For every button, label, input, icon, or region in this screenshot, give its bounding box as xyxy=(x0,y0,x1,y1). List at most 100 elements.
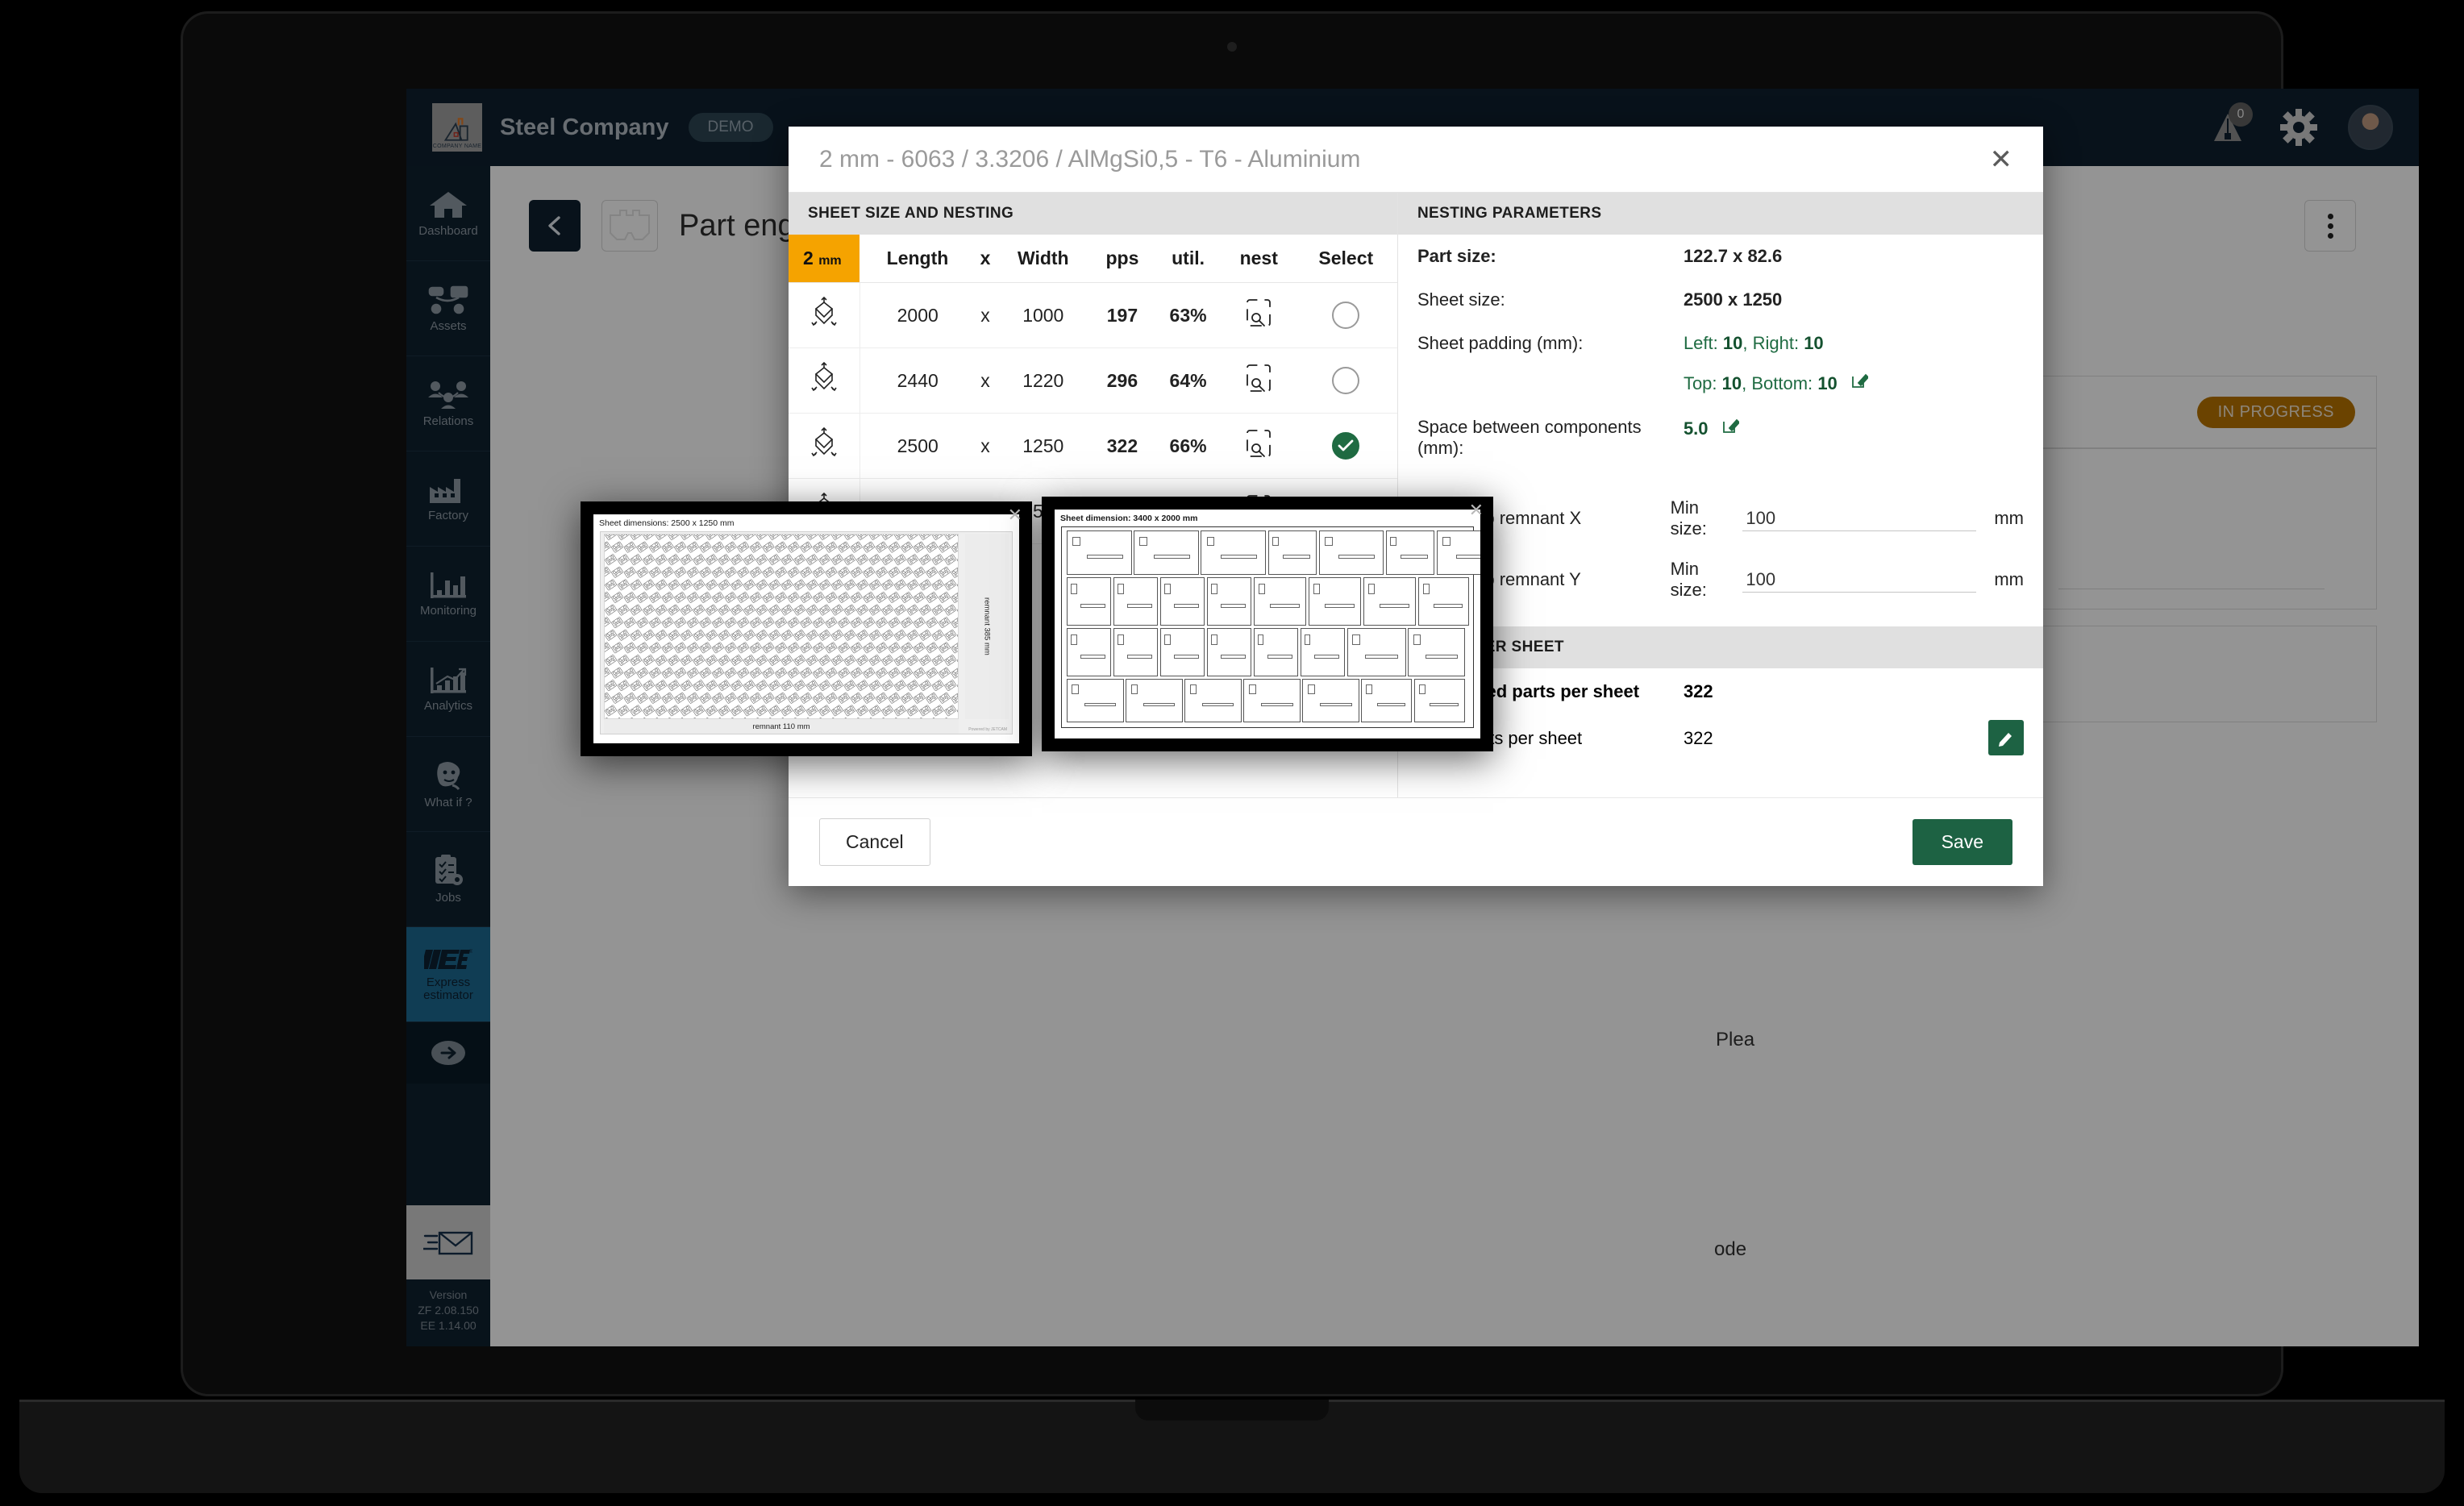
screen: Part engineering IN PROGRESS Plea ode xyxy=(406,89,2419,1346)
nested-part xyxy=(1300,628,1346,676)
sidebar-item-analytics[interactable]: Analytics xyxy=(406,642,490,737)
sidebar-item-dashboard[interactable]: Dashboard xyxy=(406,166,490,261)
preview-title: Sheet dimension: 3400 x 2000 mm xyxy=(1060,514,1198,523)
more-menu-button[interactable] xyxy=(2304,200,2356,252)
table-row[interactable]: 2500 x 1250 322 66% xyxy=(789,413,1397,479)
nested-part xyxy=(1201,530,1266,576)
close-icon[interactable]: ✕ xyxy=(1468,500,1484,520)
nesting-parameters-section-title: NESTING PARAMETERS xyxy=(1397,193,2043,235)
calculated-parts-row: Calculated parts per sheet 322 xyxy=(1398,668,2043,715)
cell-select xyxy=(1294,347,1397,414)
dialog-footer: Cancel Save xyxy=(789,797,2043,886)
close-icon[interactable]: ✕ xyxy=(1007,505,1022,525)
background-card-extra xyxy=(2038,626,2377,722)
sidebar-item-express-estimator[interactable]: ® Express estimator xyxy=(406,927,490,1022)
back-button[interactable] xyxy=(529,200,581,252)
column-nest: nest xyxy=(1222,235,1295,283)
sidebar-item-what-if[interactable]: What if ? xyxy=(406,737,490,832)
edit-used-parts-button[interactable] xyxy=(1988,720,2024,755)
more-vertical-icon xyxy=(2327,213,2333,219)
select-sheet-radio[interactable] xyxy=(1332,302,1360,329)
sheet-3d-icon xyxy=(789,413,860,479)
close-icon[interactable]: ✕ xyxy=(1989,144,2013,175)
save-button[interactable]: Save xyxy=(1912,819,2012,865)
part-thumbnail xyxy=(601,200,658,252)
cell-pps: 197 xyxy=(1091,282,1154,348)
brand-name: Steel Company xyxy=(500,114,669,140)
sidebar-item-relations[interactable]: Relations xyxy=(406,356,490,451)
contact-mail-button[interactable] xyxy=(406,1205,490,1280)
nested-part xyxy=(1206,628,1252,676)
avatar[interactable] xyxy=(2348,105,2393,150)
cell-select xyxy=(1294,413,1397,479)
edit-pencil-icon[interactable] xyxy=(1721,418,1740,439)
select-sheet-radio[interactable] xyxy=(1332,367,1360,394)
sheet-3d-icon xyxy=(789,282,860,348)
version-ee: EE 1.14.00 xyxy=(420,1319,477,1333)
settings-button[interactable] xyxy=(2277,106,2320,149)
cancel-button[interactable]: Cancel xyxy=(819,818,930,866)
nested-part xyxy=(1361,679,1413,722)
min-size-y-input[interactable] xyxy=(1742,567,1977,593)
cell-pps: 296 xyxy=(1091,347,1154,414)
notification-button[interactable]: 0 xyxy=(2206,102,2253,149)
cell-length: 2440 xyxy=(859,347,976,414)
chevron-left-icon xyxy=(548,216,560,235)
select-sheet-radio[interactable] xyxy=(1332,432,1360,460)
sidebar: Dashboard Assets xyxy=(406,166,490,1346)
nest-preview-icon[interactable] xyxy=(1245,428,1272,464)
table-row[interactable]: 2000 x 1000 197 63% xyxy=(789,282,1397,348)
nesting-preview-popup-2: ✕ Sheet dimension: 3400 x 2000 mm xyxy=(1042,497,1493,751)
min-size-x-input[interactable] xyxy=(1742,505,1977,531)
cell-select xyxy=(1294,282,1397,348)
nested-part xyxy=(1113,577,1159,626)
nested-part xyxy=(1363,577,1417,626)
sheet-layout-diagram xyxy=(1061,526,1480,728)
table-row[interactable]: 2440 x 1220 296 64% xyxy=(789,347,1397,414)
preview-canvas: Sheet dimensions: 2500 x 1250 mm remnant… xyxy=(593,514,1019,743)
nested-part xyxy=(1126,679,1183,722)
nested-part xyxy=(1067,628,1112,676)
column-width: Width xyxy=(995,235,1092,283)
company-mark-icon xyxy=(443,118,468,141)
laptop-frame: Part engineering IN PROGRESS Plea ode xyxy=(181,11,2419,1396)
min-size-y-label: Min size: xyxy=(1670,559,1707,600)
cell-width: 1250 xyxy=(995,413,1092,479)
sidebar-item-label: Relations xyxy=(422,414,474,428)
nested-part xyxy=(1302,679,1359,722)
dialog-body: SHEET SIZE AND NESTING 2 mm Length x Wid… xyxy=(789,193,2043,797)
nested-part xyxy=(1253,577,1307,626)
sidebar-item-jobs[interactable]: Jobs xyxy=(406,832,490,927)
sidebar-item-factory[interactable]: Factory xyxy=(406,451,490,547)
min-size-x-unit: mm xyxy=(1994,508,2024,528)
sidebar-collapse-button[interactable] xyxy=(406,1022,490,1084)
version-zf: ZF 2.08.150 xyxy=(418,1304,479,1317)
nested-part xyxy=(1067,679,1124,722)
nested-part xyxy=(1067,577,1112,626)
param-label: Space between components (mm): xyxy=(1417,417,1642,458)
cell-width: 1000 xyxy=(995,282,1092,348)
remnant-right-strip: remnant 385 mm xyxy=(965,534,1009,719)
nest-preview-icon[interactable] xyxy=(1245,297,1272,333)
param-space-between: Space between components (mm): 5.0 xyxy=(1398,406,2043,470)
padding-horizontal: Left: 10, Right: 10 xyxy=(1683,333,1824,353)
sidebar-item-monitoring[interactable]: Monitoring xyxy=(406,547,490,642)
nested-part xyxy=(1067,530,1132,576)
cell-nest xyxy=(1222,282,1295,348)
edit-pencil-icon[interactable] xyxy=(1850,373,1870,393)
assets-icon xyxy=(427,285,469,315)
calculated-parts-value: 322 xyxy=(1683,681,1713,701)
sheet-size-table-body: 2000 x 1000 197 63% 2440 x 1220 296 64% 2500 x 1250 3… xyxy=(789,282,1397,544)
nesting-parameters-pane: NESTING PARAMETERS Part size: 122.7 x 82… xyxy=(1397,193,2043,797)
sidebar-item-assets[interactable]: Assets xyxy=(406,261,490,356)
top-bar-actions: 0 xyxy=(2206,102,2393,150)
nesting-preview-popup-1: ✕ Sheet dimensions: 2500 x 1250 mm remna… xyxy=(581,501,1032,756)
nest-preview-icon[interactable] xyxy=(1245,363,1272,398)
nested-part xyxy=(1413,679,1465,722)
nested-part xyxy=(1417,577,1469,626)
sheet-size-section-title: SHEET SIZE AND NESTING xyxy=(789,193,1397,235)
sidebar-item-label: Assets xyxy=(430,318,467,333)
param-label: Sheet padding (mm): xyxy=(1417,333,1584,353)
cell-util: 63% xyxy=(1153,282,1223,348)
nested-part xyxy=(1134,530,1199,576)
